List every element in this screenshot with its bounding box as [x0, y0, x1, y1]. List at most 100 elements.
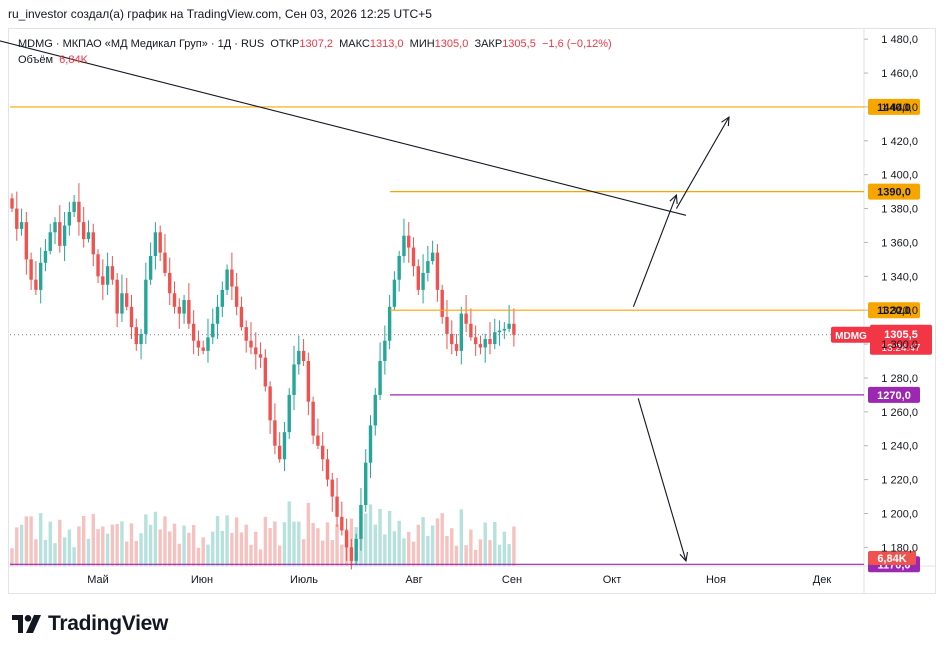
candle-body: [493, 332, 497, 345]
arrow-line[interactable]: [637, 398, 687, 562]
candle-body: [196, 340, 201, 348]
candle-body: [459, 313, 464, 351]
tradingview-brand[interactable]: TradingView: [12, 612, 168, 636]
volume-bar: [201, 537, 205, 566]
candle-body: [440, 289, 444, 317]
volume-bar: [421, 517, 425, 566]
candle-body: [67, 211, 72, 226]
volume-bar: [335, 524, 339, 566]
volume-bar: [62, 537, 67, 566]
candle-body: [325, 459, 330, 480]
candle-body: [483, 339, 487, 348]
candle-body: [387, 306, 392, 341]
y-tick-label: 1 180,0: [881, 542, 918, 554]
volume-bar: [469, 529, 473, 566]
volume-bar: [473, 549, 478, 566]
candle-body: [277, 445, 282, 460]
volume-bar: [225, 515, 229, 566]
candle-body: [402, 235, 406, 256]
level-line-1440-label: 1440,0: [877, 102, 911, 114]
candle-body: [101, 276, 105, 285]
candle-body: [120, 293, 124, 314]
volume-bar: [416, 524, 420, 566]
y-tick-label: 1 220,0: [881, 475, 918, 487]
volume-bar: [101, 526, 105, 566]
candle-body: [91, 232, 95, 255]
candle-body: [287, 394, 291, 433]
candle-body: [321, 445, 325, 460]
volume-bar: [196, 547, 201, 566]
volume-bar: [263, 516, 268, 566]
candle-body: [244, 327, 248, 341]
level-line-1320-label-bg: [868, 302, 920, 319]
volume-label-bg: [868, 551, 916, 565]
candle-body: [349, 547, 354, 561]
candle-body: [316, 435, 320, 446]
arrow-head: [679, 551, 688, 563]
candle-body: [139, 333, 143, 345]
volume-bar: [445, 536, 449, 566]
volume-bar: [34, 539, 38, 566]
volume-bar: [220, 531, 225, 566]
candle-body: [378, 361, 382, 395]
volume-bar: [397, 520, 401, 566]
level-line-1440-label-bg: [868, 98, 920, 115]
volume-bar: [488, 540, 492, 566]
x-tick-label: Дек: [813, 574, 832, 586]
volume-bar: [273, 521, 277, 566]
arrow-line[interactable]: [675, 116, 730, 209]
volume-bar: [364, 513, 368, 566]
candle-body: [340, 516, 344, 531]
candle-body: [191, 323, 196, 341]
volume-bar: [292, 521, 296, 566]
legend-close-value: 1305,5: [502, 38, 536, 50]
arrow-line[interactable]: [632, 194, 677, 308]
legend-high-value: 1313,0: [369, 38, 404, 50]
volume-bar: [139, 533, 143, 566]
candle-body: [82, 222, 86, 240]
volume-bar: [268, 528, 272, 566]
candle-body: [187, 300, 191, 324]
candle-body: [58, 222, 62, 246]
candle-body: [225, 269, 229, 290]
legend-symbol[interactable]: MDMG · МКПАО «МД Медикал Груп» · 1Д · RU…: [18, 38, 265, 50]
candle-body: [19, 222, 24, 229]
candle-body: [182, 300, 186, 314]
candle-body: [43, 250, 48, 263]
candle-body: [53, 222, 57, 233]
legend-low-value: 1305,0: [434, 38, 469, 50]
symbol-tag[interactable]: MDMG: [835, 331, 867, 342]
candle-body: [411, 247, 416, 267]
volume-bar: [125, 541, 129, 566]
candle-body: [258, 354, 263, 358]
arrow-head: [669, 193, 678, 205]
volume-bar: [426, 535, 430, 566]
volume-bar: [297, 521, 301, 566]
legend-low-label: МИН: [409, 38, 435, 50]
volume-bar: [493, 521, 497, 566]
candle-body: [72, 201, 76, 212]
volume-bar: [24, 516, 29, 566]
chart-caption: ru_investor создал(а) график на TradingV…: [8, 7, 432, 21]
candle-body: [421, 272, 425, 290]
volume-bar: [282, 522, 287, 566]
level-line-1270-label-bg: [868, 386, 920, 403]
volume-bar: [430, 525, 435, 566]
volume-bar: [249, 544, 253, 566]
candle-body: [430, 252, 435, 262]
volume-bar: [450, 528, 454, 566]
volume-bar: [325, 522, 330, 566]
last-price-value: 1305,5: [884, 329, 918, 341]
volume-bar: [478, 539, 483, 566]
candle-body: [445, 316, 449, 334]
candle-body: [234, 286, 239, 307]
candle-body: [15, 208, 19, 229]
legend-volume-label[interactable]: Объём: [18, 54, 54, 66]
volume-bar: [316, 528, 320, 566]
candle-body: [344, 530, 349, 548]
trendline[interactable]: [0, 39, 687, 216]
candle-body: [48, 232, 52, 251]
candle-body: [110, 266, 115, 280]
volume-bar: [502, 531, 507, 566]
